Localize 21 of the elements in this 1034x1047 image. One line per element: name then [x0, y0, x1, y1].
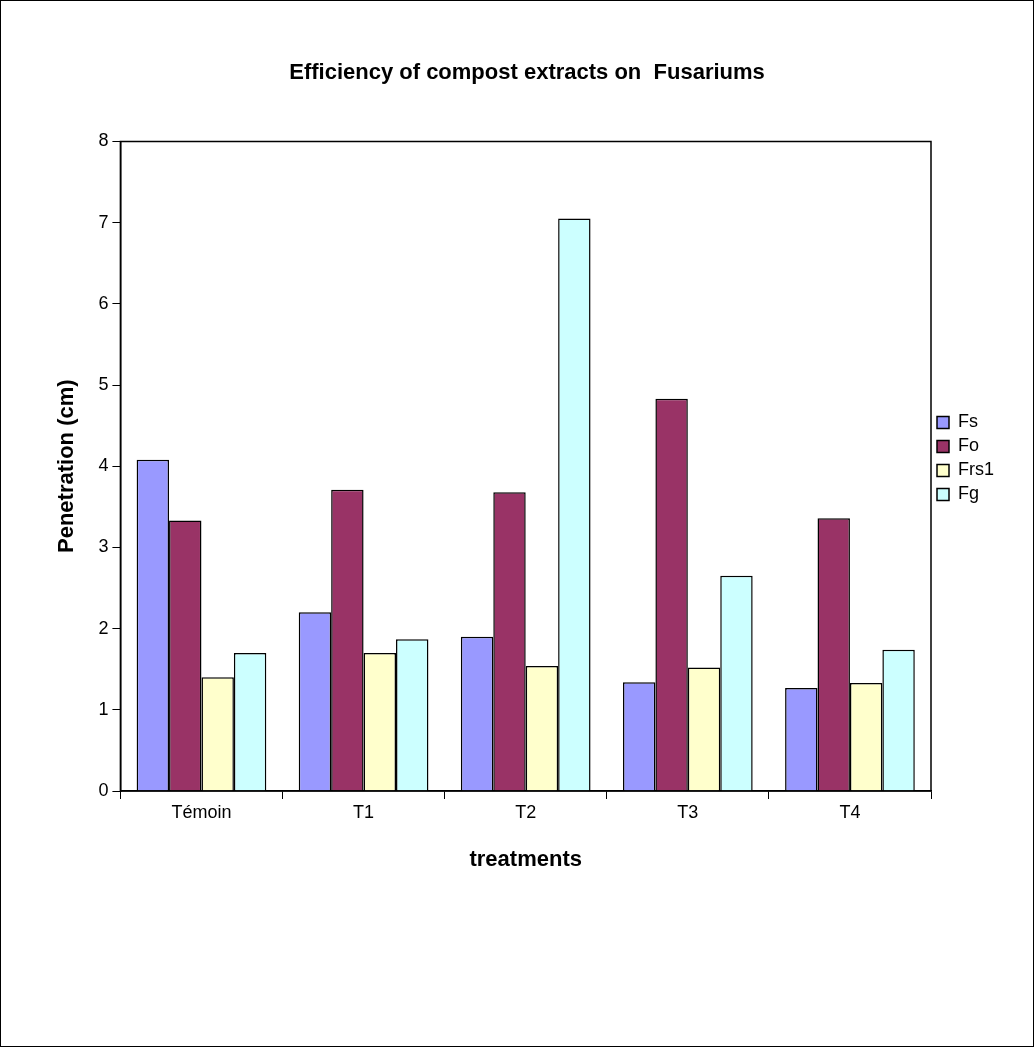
legend-label: Frs1 — [958, 459, 994, 480]
y-tick-label: 6 — [98, 292, 109, 313]
y-tick-label: 1 — [98, 698, 109, 719]
x-tick-label: T3 — [677, 801, 699, 822]
y-axis-title: Penetration (cm) — [53, 379, 79, 553]
x-tick-label: Témoin — [171, 801, 232, 822]
y-tick-label: 4 — [98, 455, 109, 476]
x-tick-label: T4 — [839, 801, 861, 822]
x-tick-label: T2 — [515, 801, 537, 822]
legend-label: Fg — [958, 483, 980, 504]
y-tick-label: 5 — [98, 373, 109, 394]
y-tick-label: 0 — [98, 779, 109, 800]
legend-label: Fs — [958, 411, 978, 432]
y-tick-label: 3 — [98, 536, 109, 557]
y-tick-label: 2 — [98, 617, 109, 638]
x-axis-title: treatments — [469, 845, 582, 871]
x-tick-label: T1 — [353, 801, 375, 822]
y-tick-label: 8 — [98, 130, 109, 151]
chart-title: Efficiency of compost extracts on Fusariums — [289, 59, 765, 85]
y-tick-label: 7 — [98, 211, 109, 232]
legend-label: Fo — [958, 435, 980, 456]
